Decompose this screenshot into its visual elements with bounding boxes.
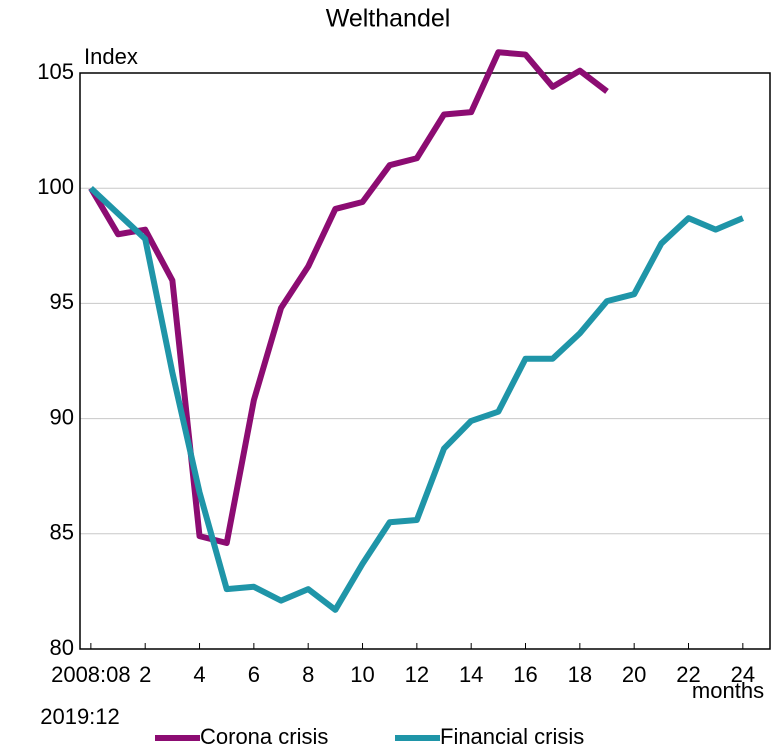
x-tick-label: 10 bbox=[350, 662, 374, 687]
x-tick-label: 12 bbox=[405, 662, 429, 687]
x-tick-label: 18 bbox=[568, 662, 592, 687]
y-axis-label: Index bbox=[84, 44, 138, 69]
x-note: 2019:12 bbox=[40, 704, 120, 729]
x-tick-label: 20 bbox=[622, 662, 646, 687]
x-tick-label: 22 bbox=[676, 662, 700, 687]
x-tick-label: 24 bbox=[731, 662, 755, 687]
x-tick-label: 8 bbox=[302, 662, 314, 687]
y-tick-label: 100 bbox=[37, 174, 74, 199]
x-tick-label: 2008:08 bbox=[51, 662, 131, 687]
x-tick-label: 2 bbox=[139, 662, 151, 687]
series-line bbox=[88, 49, 609, 547]
y-tick-label: 90 bbox=[50, 404, 74, 429]
chart-title: Welthandel bbox=[326, 5, 451, 33]
y-tick-label: 85 bbox=[50, 520, 74, 545]
plot-frame bbox=[79, 72, 771, 650]
y-tick-label: 95 bbox=[50, 289, 74, 314]
y-tick-label: 105 bbox=[37, 59, 74, 84]
x-tick-label: 14 bbox=[459, 662, 483, 687]
x-axis-label: months bbox=[692, 678, 764, 703]
legend-label: Financial crisis bbox=[440, 724, 584, 749]
legend-label: Corona crisis bbox=[200, 724, 328, 749]
x-tick-label: 6 bbox=[248, 662, 260, 687]
x-tick-label: 4 bbox=[193, 662, 205, 687]
y-tick-label: 80 bbox=[50, 635, 74, 660]
x-tick-label: 16 bbox=[513, 662, 537, 687]
series-line bbox=[88, 186, 745, 613]
